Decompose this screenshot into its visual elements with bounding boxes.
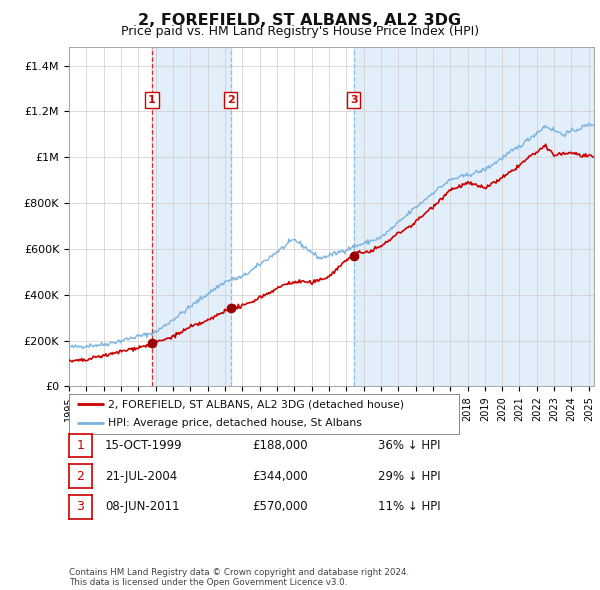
Text: 36% ↓ HPI: 36% ↓ HPI bbox=[378, 439, 440, 452]
Bar bbox=[152, 47, 230, 386]
Text: HPI: Average price, detached house, St Albans: HPI: Average price, detached house, St A… bbox=[108, 418, 362, 428]
Text: 3: 3 bbox=[76, 500, 85, 513]
Text: £344,000: £344,000 bbox=[252, 470, 308, 483]
Text: 21-JUL-2004: 21-JUL-2004 bbox=[105, 470, 177, 483]
Text: 2, FOREFIELD, ST ALBANS, AL2 3DG: 2, FOREFIELD, ST ALBANS, AL2 3DG bbox=[139, 13, 461, 28]
Text: Price paid vs. HM Land Registry's House Price Index (HPI): Price paid vs. HM Land Registry's House … bbox=[121, 25, 479, 38]
Text: 2: 2 bbox=[76, 470, 85, 483]
Text: £188,000: £188,000 bbox=[252, 439, 308, 452]
Text: 29% ↓ HPI: 29% ↓ HPI bbox=[378, 470, 440, 483]
Text: 3: 3 bbox=[350, 95, 358, 105]
Text: 1: 1 bbox=[76, 439, 85, 452]
Bar bbox=[354, 47, 594, 386]
Text: £570,000: £570,000 bbox=[252, 500, 308, 513]
Text: 2, FOREFIELD, ST ALBANS, AL2 3DG (detached house): 2, FOREFIELD, ST ALBANS, AL2 3DG (detach… bbox=[108, 399, 404, 409]
Text: 08-JUN-2011: 08-JUN-2011 bbox=[105, 500, 179, 513]
Text: 2: 2 bbox=[227, 95, 235, 105]
Text: Contains HM Land Registry data © Crown copyright and database right 2024.
This d: Contains HM Land Registry data © Crown c… bbox=[69, 568, 409, 587]
Text: 11% ↓ HPI: 11% ↓ HPI bbox=[378, 500, 440, 513]
Text: 1: 1 bbox=[148, 95, 156, 105]
Text: 15-OCT-1999: 15-OCT-1999 bbox=[105, 439, 182, 452]
